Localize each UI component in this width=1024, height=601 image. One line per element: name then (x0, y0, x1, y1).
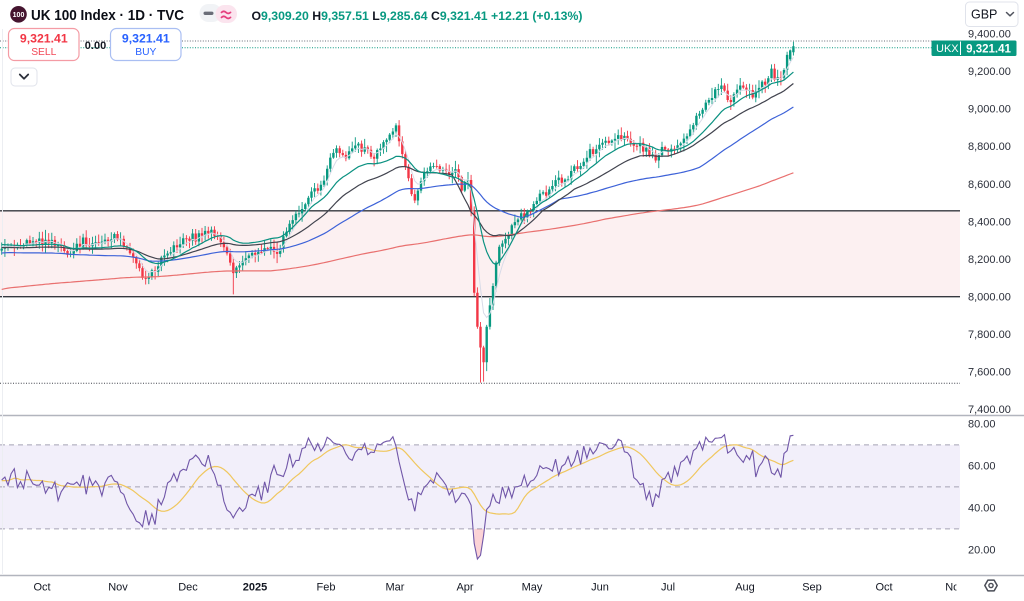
svg-text:7,800.00: 7,800.00 (968, 329, 1011, 341)
svg-text:May: May (522, 582, 543, 594)
svg-text:UK 100 Index · 1D · TVC: UK 100 Index · 1D · TVC (31, 7, 184, 24)
svg-text:Oct: Oct (875, 582, 892, 594)
svg-text:Apr: Apr (456, 582, 473, 594)
svg-text:Sep: Sep (802, 582, 822, 594)
svg-text:SELL: SELL (31, 47, 56, 58)
svg-text:8,000.00: 8,000.00 (968, 292, 1011, 304)
svg-text:UKX: UKX (936, 43, 959, 55)
svg-text:20.00: 20.00 (968, 545, 996, 557)
svg-text:Mar: Mar (386, 582, 405, 594)
svg-text:Dec: Dec (178, 582, 198, 594)
svg-text:O9,309.20 H9,357.51 L9,285.64: O9,309.20 H9,357.51 L9,285.64 C9,321.41 … (252, 9, 583, 23)
svg-text:8,200.00: 8,200.00 (968, 254, 1011, 266)
svg-text:Nov: Nov (108, 582, 128, 594)
svg-text:9,400.00: 9,400.00 (968, 29, 1011, 41)
svg-text:0.00: 0.00 (85, 40, 106, 52)
svg-text:9,200.00: 9,200.00 (968, 66, 1011, 78)
svg-text:Aug: Aug (735, 582, 755, 594)
svg-text:7,600.00: 7,600.00 (968, 367, 1011, 379)
svg-text:2025: 2025 (243, 582, 267, 594)
svg-text:9,321.41: 9,321.41 (966, 43, 1011, 55)
svg-text:BUY: BUY (135, 47, 156, 58)
svg-text:Feb: Feb (317, 582, 336, 594)
svg-text:8,400.00: 8,400.00 (968, 216, 1011, 228)
svg-text:8,800.00: 8,800.00 (968, 141, 1011, 153)
svg-text:9,000.00: 9,000.00 (968, 104, 1011, 116)
svg-text:7,400.00: 7,400.00 (968, 404, 1011, 416)
svg-text:80.00: 80.00 (968, 419, 996, 431)
svg-text:Jun: Jun (591, 582, 609, 594)
svg-text:100: 100 (13, 12, 25, 19)
svg-text:GBP: GBP (971, 8, 997, 22)
svg-text:Oct: Oct (33, 582, 50, 594)
svg-text:Jul: Jul (661, 582, 675, 594)
svg-text:Nov: Nov (945, 582, 965, 594)
svg-text:8,600.00: 8,600.00 (968, 179, 1011, 191)
svg-text:40.00: 40.00 (968, 503, 996, 515)
svg-text:9,321.41: 9,321.41 (122, 32, 170, 46)
svg-text:60.00: 60.00 (968, 461, 996, 473)
svg-text:9,321.41: 9,321.41 (20, 32, 68, 46)
